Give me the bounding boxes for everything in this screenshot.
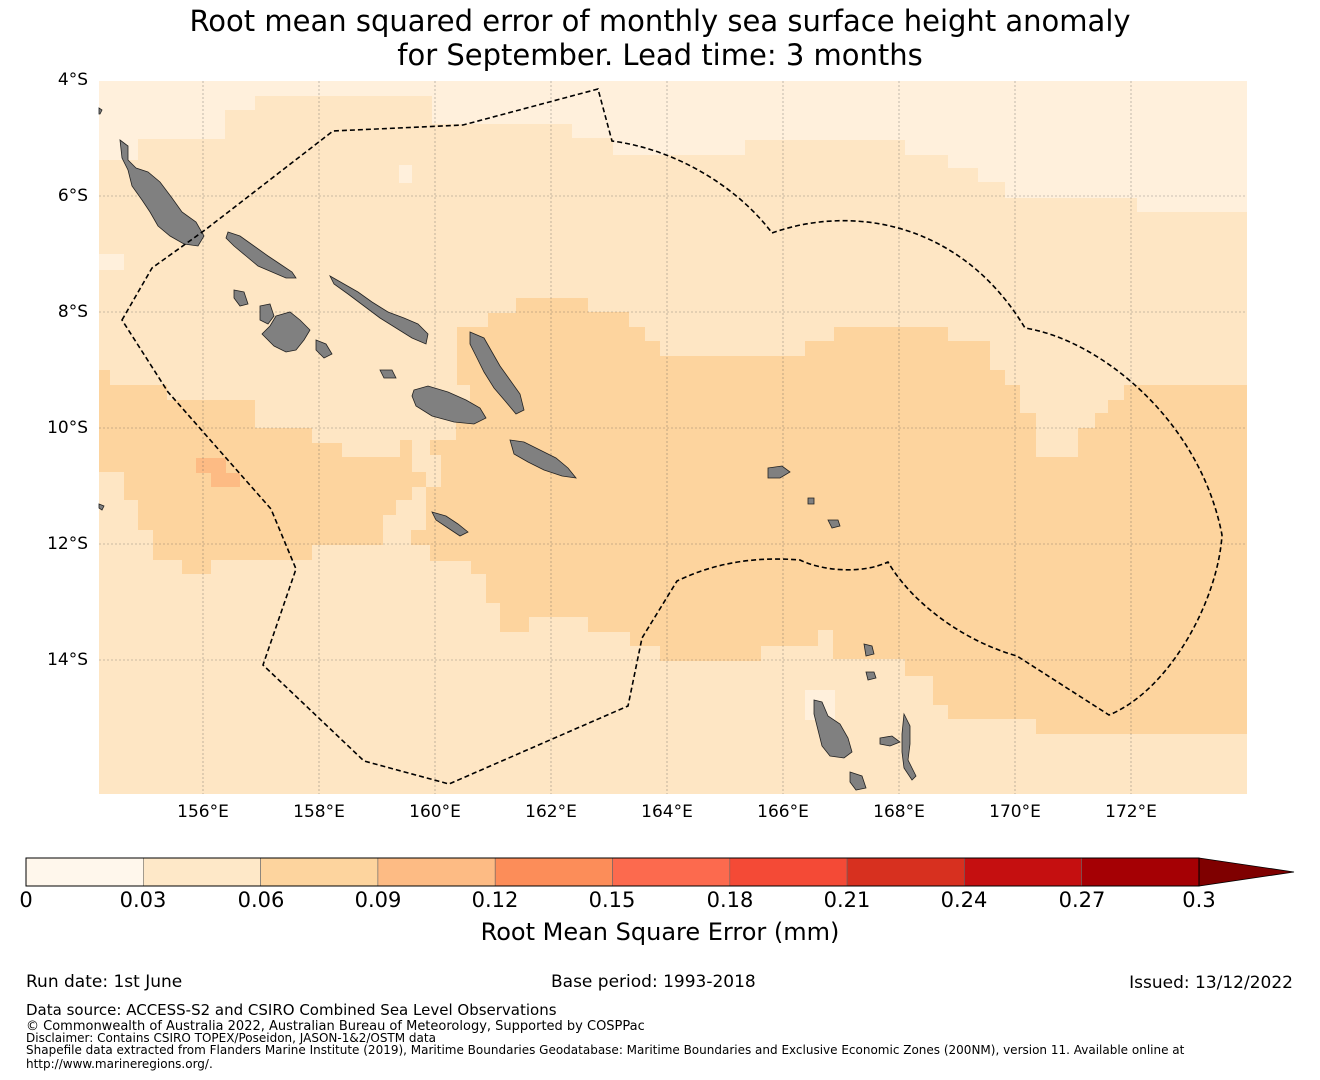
- colorbar-cell: [143, 857, 261, 887]
- island-pentecost: [901, 712, 917, 781]
- cbar-tick-5: 0.15: [588, 888, 636, 912]
- island-anuta: [807, 497, 815, 505]
- island-vangunu: [315, 339, 333, 359]
- island-kolombangara: [259, 303, 275, 325]
- lon-label-172e: 172°E: [1105, 802, 1157, 822]
- ocean-low-band: [99, 81, 1247, 212]
- cbar-tick-1: 0.03: [119, 888, 167, 912]
- island-edge-south: [98, 503, 105, 511]
- colorbar-cell: [729, 857, 848, 887]
- colorbar-cell: [25, 857, 144, 887]
- colorbar-cell: [846, 857, 965, 887]
- island-santa-isabel: [329, 274, 429, 345]
- cbar-tick-10: 0.3: [1182, 888, 1216, 912]
- cbar-tick-9: 0.27: [1058, 888, 1106, 912]
- data-source: Data source: ACCESS-S2 and CSIRO Combine…: [26, 1001, 557, 1019]
- cbar-tick-0: 0: [19, 888, 33, 912]
- colorbar: [25, 857, 1295, 887]
- shapefile-url: http://www.marineregions.org/.: [26, 1057, 213, 1071]
- title-line-2: for September. Lead time: 3 months: [397, 38, 923, 72]
- lon-label-156e: 156°E: [177, 802, 229, 822]
- cbar-tick-2: 0.06: [237, 888, 285, 912]
- cbar-tick-3: 0.09: [354, 888, 402, 912]
- island-makira: [509, 439, 577, 479]
- cbar-tick-6: 0.18: [706, 888, 754, 912]
- lat-label-10s: 10°S: [47, 418, 88, 438]
- copyright: © Commonwealth of Australia 2022, Austra…: [26, 1019, 645, 1034]
- island-guadalcanal: [411, 385, 487, 425]
- lon-label-164e: 164°E: [641, 802, 693, 822]
- colorbar-extend-arrow: [1198, 857, 1295, 887]
- shapefile-credit: Shapefile data extracted from Flanders M…: [26, 1043, 1185, 1057]
- eez-boundary: [121, 88, 1223, 785]
- island-choiseul: [225, 231, 297, 279]
- lon-label-168e: 168°E: [873, 802, 925, 822]
- colorbar-cell: [1081, 857, 1200, 887]
- colorbar-frame: [25, 857, 1200, 887]
- land-masses: [98, 107, 917, 791]
- lon-label-162e: 162°E: [525, 802, 577, 822]
- island-edge-north: [98, 107, 103, 115]
- ocean-low-patch: [99, 254, 124, 270]
- chart-title: Root mean squared error of monthly sea s…: [0, 4, 1320, 72]
- ocean-high-region: [411, 298, 1247, 734]
- island-tikopia: [827, 519, 841, 529]
- lat-label-6s: 6°S: [57, 186, 88, 206]
- island-rennell: [431, 511, 469, 537]
- island-bougainville: [119, 139, 205, 247]
- lat-label-14s: 14°S: [47, 650, 88, 670]
- ocean-peak-patch: [196, 458, 240, 487]
- rmse-field: [99, 81, 1247, 794]
- island-ndeni: [767, 465, 791, 479]
- island-florida: [379, 369, 397, 379]
- cbar-tick-4: 0.12: [471, 888, 519, 912]
- cbar-tick-8: 0.24: [940, 888, 988, 912]
- lat-label-4s: 4°S: [57, 70, 88, 90]
- map-panel: [98, 81, 1247, 794]
- ocean-low-islet: [399, 165, 412, 183]
- colorbar-cell: [494, 857, 613, 887]
- island-vanua-lava: [863, 643, 875, 657]
- lat-label-8s: 8°S: [57, 302, 88, 322]
- run-date: Run date: 1st June: [26, 972, 183, 992]
- disclaimer: Disclaimer: Contains CSIRO TOPEX/Poseido…: [26, 1031, 436, 1045]
- base-period: Base period: 1993-2018: [551, 972, 756, 992]
- graticule: [99, 81, 1247, 794]
- lon-label-158e: 158°E: [293, 802, 345, 822]
- island-ambae: [879, 735, 901, 747]
- island-gaua: [865, 671, 877, 681]
- colorbar-cell: [964, 857, 1083, 887]
- cbar-tick-7: 0.21: [823, 888, 871, 912]
- colorbar-label: Root Mean Square Error (mm): [480, 918, 840, 946]
- ocean-high-west: [99, 370, 426, 574]
- lat-label-12s: 12°S: [47, 534, 88, 554]
- island-malaita: [469, 331, 525, 415]
- issued-date: Issued: 13/12/2022: [1129, 973, 1293, 993]
- colorbar-cell: [260, 857, 379, 887]
- title-line-1: Root mean squared error of monthly sea s…: [189, 4, 1131, 38]
- island-espiritu-santo: [813, 699, 853, 759]
- lon-label-170e: 170°E: [989, 802, 1041, 822]
- lon-label-160e: 160°E: [409, 802, 461, 822]
- lon-label-166e: 166°E: [757, 802, 809, 822]
- island-new-georgia: [261, 311, 311, 353]
- island-malekula: [849, 771, 867, 791]
- colorbar-cell: [612, 857, 731, 887]
- colorbar-cell: [377, 857, 496, 887]
- island-vella-lavella: [233, 289, 249, 307]
